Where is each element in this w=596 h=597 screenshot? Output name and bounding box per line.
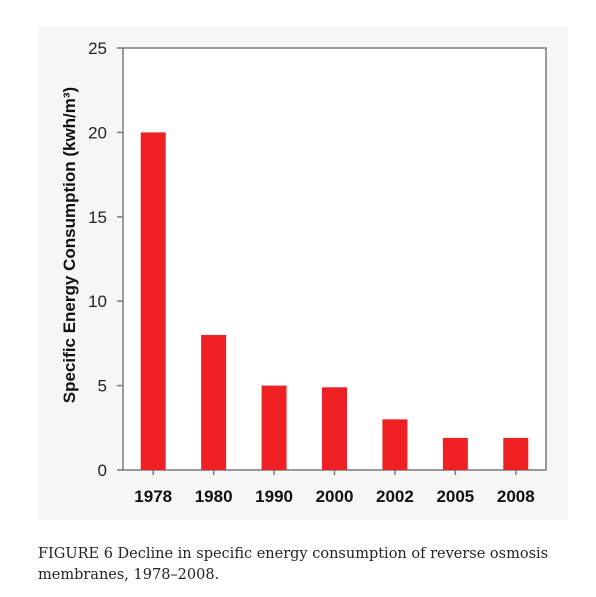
y-tick-label: 20 bbox=[88, 123, 107, 142]
x-tick-label-1980: 1980 bbox=[195, 487, 233, 506]
x-tick-label-2008: 2008 bbox=[497, 487, 535, 506]
bar-1978 bbox=[140, 132, 166, 470]
bars bbox=[140, 132, 529, 470]
bar-1990 bbox=[261, 385, 287, 470]
bar-2000 bbox=[322, 387, 347, 470]
bar-2008 bbox=[503, 437, 529, 470]
x-tick-label-1978: 1978 bbox=[134, 487, 172, 506]
y-axis-ticks: 0 5 10 15 20 25 bbox=[88, 39, 123, 480]
x-tick-label-1990: 1990 bbox=[255, 487, 293, 506]
y-tick-label: 10 bbox=[88, 292, 107, 311]
bar-2002 bbox=[382, 419, 408, 470]
x-tick-label-2005: 2005 bbox=[436, 487, 474, 506]
y-tick-label: 25 bbox=[88, 39, 107, 58]
y-tick-label: 5 bbox=[98, 377, 107, 396]
bar-2005 bbox=[442, 437, 468, 470]
y-axis-label: Specific Energy Consumption (kwh/m³) bbox=[60, 87, 79, 403]
y-tick-label: 0 bbox=[98, 461, 107, 480]
x-tick-label-2002: 2002 bbox=[376, 487, 414, 506]
y-tick-label: 15 bbox=[88, 208, 107, 227]
x-axis-ticks: 1978 1980 1990 2000 2002 2005 2008 bbox=[134, 470, 535, 506]
bar-1980 bbox=[201, 334, 227, 470]
x-tick-label-2000: 2000 bbox=[316, 487, 354, 506]
figure-caption: FIGURE 6 Decline in specific energy cons… bbox=[38, 546, 549, 583]
